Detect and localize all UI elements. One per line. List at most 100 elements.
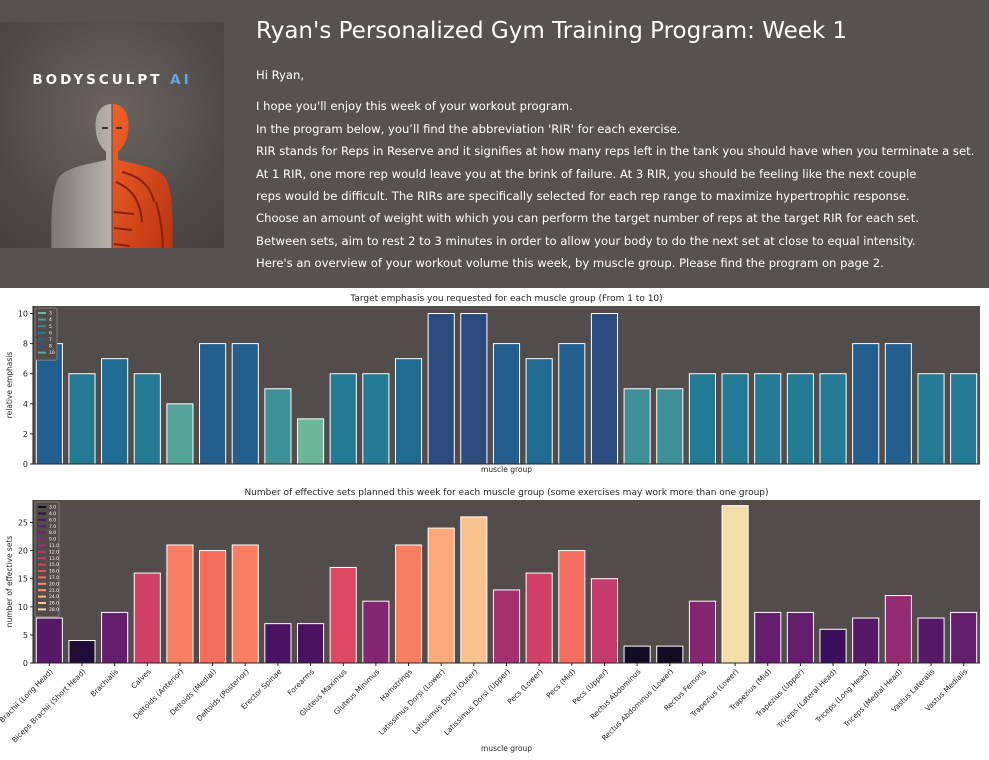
bar — [362, 373, 390, 465]
bar — [199, 550, 227, 664]
bar — [884, 595, 912, 664]
legend-label: 26.0 — [49, 601, 59, 607]
bar — [492, 589, 521, 664]
y-tick-label: 2 — [23, 430, 28, 439]
bar — [558, 550, 586, 664]
legend-label: 7.0 — [49, 524, 56, 530]
y-tick-label: 0 — [23, 460, 28, 469]
intro-paragraph: reps would be difficult. The RIRs are sp… — [256, 189, 910, 204]
legend-label: 3 — [49, 311, 52, 317]
bar — [525, 358, 553, 465]
bar — [166, 544, 194, 664]
x-tick-label: Latissimus Dorsi (Lower) — [377, 667, 447, 737]
y-tick-label: 25 — [18, 518, 28, 527]
y-tick-label: 10 — [18, 603, 28, 612]
x-tick-label: Calves — [129, 667, 153, 691]
chart-title: Number of effective sets planned this we… — [244, 488, 768, 498]
bar — [558, 343, 586, 465]
x-tick-label: Triceps (Long Head) — [813, 667, 871, 725]
legend-label: 4 — [49, 317, 52, 323]
y-tick-label: 15 — [18, 575, 28, 584]
intro-paragraph: Here's an overview of your workout volum… — [256, 256, 884, 271]
bar — [35, 617, 63, 664]
intro-text: Hi Ryan, I hope you'll enjoy this week o… — [256, 64, 976, 275]
legend-label: 11.0 — [49, 543, 59, 549]
bar — [950, 373, 978, 465]
y-axis-label: relative emphasis — [5, 352, 14, 419]
bar — [68, 640, 96, 664]
legend-label: 13.0 — [49, 556, 59, 562]
bar — [819, 628, 847, 664]
bar — [590, 313, 619, 465]
intro-paragraph: In the program below, you’ll find the ab… — [256, 121, 681, 136]
legend — [34, 307, 58, 361]
legend-label: 6 — [49, 330, 52, 336]
bar — [590, 578, 619, 664]
bar — [101, 358, 129, 465]
legend-label: 7 — [49, 337, 52, 343]
legend-label: 8.0 — [49, 530, 56, 536]
legend-label: 20.0 — [49, 581, 59, 587]
x-tick-label: Triceps (Medial Head) — [841, 667, 904, 730]
bar — [329, 566, 357, 664]
bar — [950, 611, 978, 664]
bar — [460, 516, 488, 664]
bar — [884, 343, 912, 465]
bar — [852, 343, 880, 465]
bar — [754, 611, 782, 664]
brand-logo: BODYSCULPT AI — [0, 22, 224, 248]
bar — [297, 623, 325, 664]
x-tick-label: Forearms — [286, 667, 317, 698]
anatomy-figure-icon — [51, 104, 173, 248]
x-axis-label: muscle group — [481, 465, 532, 474]
bar — [394, 544, 423, 664]
bar — [133, 373, 161, 465]
bar — [492, 343, 521, 465]
legend-label: 6.0 — [49, 517, 56, 523]
bar — [460, 313, 488, 465]
legend-label: 4.0 — [49, 511, 56, 517]
bar — [786, 611, 814, 664]
bar — [264, 623, 292, 664]
page-title: Ryan's Personalized Gym Training Program… — [256, 18, 848, 44]
y-tick-label: 20 — [18, 547, 28, 556]
bar — [754, 373, 782, 465]
bar — [427, 313, 455, 465]
bar — [688, 373, 716, 465]
legend-label: 12.0 — [49, 549, 59, 555]
bar — [917, 373, 945, 465]
bar — [231, 343, 259, 465]
y-tick-label: 5 — [23, 631, 28, 640]
y-axis-label: number of effective sets — [5, 536, 14, 628]
intro-paragraph: I hope you'll enjoy this week of your wo… — [256, 99, 573, 114]
legend — [34, 501, 60, 618]
bar — [819, 373, 847, 465]
legend-label: 17.0 — [49, 575, 59, 581]
legend-label: 15.0 — [49, 562, 59, 568]
bar — [35, 343, 63, 465]
brand-accent: AI — [170, 72, 192, 88]
bar — [688, 600, 716, 664]
x-tick-label: Triceps (Lateral Head) — [775, 667, 839, 731]
y-tick-label: 8 — [23, 340, 28, 349]
y-tick-label: 4 — [23, 400, 28, 409]
sets-chart: Number of effective sets planned this we… — [0, 488, 980, 753]
intro-paragraph: RIR stands for Reps in Reserve and it si… — [256, 144, 975, 159]
legend-label: 21.0 — [49, 588, 59, 594]
y-tick-label: 0 — [23, 659, 28, 668]
bar — [133, 572, 161, 664]
x-tick-label: Latissimus Dorsi (Outer) — [410, 667, 479, 736]
brand-main: BODYSCULPT — [32, 72, 163, 88]
legend-label: 8 — [49, 344, 52, 350]
legend-label: 3.0 — [49, 505, 56, 511]
x-axis-label: muscle group — [481, 744, 532, 753]
legend-label: 16.0 — [49, 569, 59, 575]
bar — [362, 600, 390, 664]
bar — [329, 373, 357, 465]
bar — [623, 388, 651, 465]
x-tick-label: Latissimus Dorsi (Upper) — [442, 667, 512, 737]
bar — [264, 388, 292, 465]
bar — [199, 343, 227, 465]
bar — [852, 617, 880, 664]
bar — [721, 373, 749, 465]
